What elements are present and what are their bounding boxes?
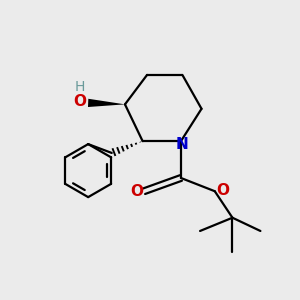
Text: O: O — [130, 184, 143, 199]
Text: N: N — [175, 137, 188, 152]
Text: H: H — [75, 80, 85, 94]
Text: O: O — [216, 182, 229, 197]
Polygon shape — [88, 99, 125, 107]
Text: O: O — [73, 94, 86, 109]
